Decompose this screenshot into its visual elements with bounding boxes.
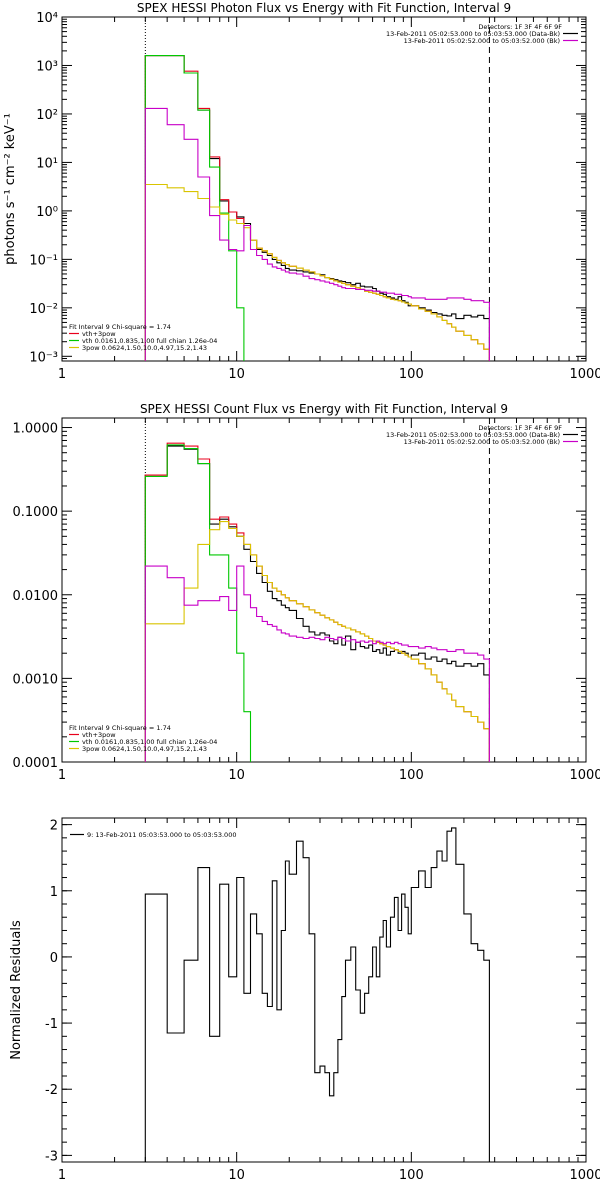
plot-0-xtick-label: 100 xyxy=(399,367,424,382)
plot-2-xtick-label: 1000 xyxy=(569,1168,600,1183)
plot-1-xtick-label: 100 xyxy=(399,768,424,783)
plot-2-legend-top-label: 9: 13-Feb-2011 05:03:53.000 to 05:03:53.… xyxy=(87,831,236,839)
plot-1-title: SPEX HESSI Count Flux vs Energy with Fit… xyxy=(140,402,508,416)
plot-0-xtick-label: 1000 xyxy=(569,367,600,382)
plot-0-title: SPEX HESSI Photon Flux vs Energy with Fi… xyxy=(137,1,511,15)
plot-0-series-3 xyxy=(144,183,490,361)
plot-1-legend-bottom-header: Fit Interval 9 Chi-square = 1.74 xyxy=(69,724,171,732)
plot-1-series-4 xyxy=(144,565,490,762)
plot-0-ytick-label: 10⁴ xyxy=(36,11,58,26)
plot-1-ytick-label: 0.0001 xyxy=(13,756,59,771)
plot-1-xtick-label: 10 xyxy=(228,768,245,783)
plot-2-frame xyxy=(61,817,587,1163)
plot-0-series-4 xyxy=(144,107,490,361)
plot-0-ytick-label: 10⁻² xyxy=(29,302,58,317)
plot-2-xtick-label: 1 xyxy=(58,1168,66,1183)
plot-0-legend-bottom-label: vth+3pow xyxy=(82,330,116,338)
plot-1-ytick-label: 0.0010 xyxy=(13,672,59,687)
plot-0-xtick-label: 10 xyxy=(228,367,245,382)
plot-1-series-1 xyxy=(144,442,490,762)
plot-2-ylabel: Normalized Residuals xyxy=(9,920,24,1060)
plot-0-legend-bottom-header: Fit Interval 9 Chi-square = 1.74 xyxy=(69,323,171,331)
plot-2-ytick-label: -3 xyxy=(45,1149,58,1164)
plot-1-series-2 xyxy=(144,444,258,762)
plot-2-xtick-label: 10 xyxy=(228,1168,245,1183)
plot-1-legend-bottom-label: 3pow 0.0624,1.50,10.0,4.97,15.2,1.43 xyxy=(82,745,207,753)
plot-2-series-0 xyxy=(144,827,490,1162)
plot-0-ytick-label: 10⁰ xyxy=(36,205,58,220)
plot-0-ytick-label: 10² xyxy=(36,108,58,123)
plot-0-ytick-label: 10⁻¹ xyxy=(29,253,58,268)
plot-0-legend-top-label: 13-Feb-2011 05:02:52.000 to 05:03:52.000… xyxy=(404,37,560,45)
plot-0-xtick-label: 1 xyxy=(58,367,66,382)
plot-0-ylabel: photons s⁻¹ cm⁻² keV⁻¹ xyxy=(3,113,18,265)
plot-1-series-0 xyxy=(144,445,490,762)
plot-2-ytick-label: -2 xyxy=(45,1083,58,1098)
plot-0-legend-bottom-label: vth 0.0161,0.835,1.00 full chian 1.26e-0… xyxy=(82,337,217,345)
plot-2-ytick-label: 0 xyxy=(50,951,58,966)
plot-1-legend-bottom-label: vth 0.0161,0.835,1.00 full chian 1.26e-0… xyxy=(82,738,217,746)
plot-0-frame xyxy=(61,16,587,362)
plot-1-legend-top-label: 13-Feb-2011 05:02:53.000 to 05:03:53.000… xyxy=(386,431,560,439)
plot-0-ytick-label: 10¹ xyxy=(36,156,58,171)
plot-1-series-3 xyxy=(144,521,490,762)
plot-1-frame xyxy=(61,417,587,763)
plot-0-series-2 xyxy=(144,55,252,361)
plot-0-series-0 xyxy=(144,55,490,361)
plot-1-ytick-label: 0.0100 xyxy=(13,589,59,604)
plot-1-ytick-label: 0.1000 xyxy=(13,505,59,520)
plot-0-legend-top-label: 13-Feb-2011 05:02:53.000 to 05:03:53.000… xyxy=(386,30,560,38)
plot-2-ytick-label: 1 xyxy=(50,885,58,900)
plot-2-xtick-label: 100 xyxy=(399,1168,424,1183)
plot-1-ytick-label: 1.0000 xyxy=(13,422,59,437)
plot-0-legend-bottom-label: 3pow 0.0624,1.50,10.0,4.97,15.2,1.43 xyxy=(82,344,207,352)
plot-0-series-1 xyxy=(144,55,490,361)
plot-2-ytick-label: -1 xyxy=(45,1017,58,1032)
plot-0-ytick-label: 10⁻³ xyxy=(29,350,58,365)
plot-1-xtick-label: 1000 xyxy=(569,768,600,783)
plot-1-legend-bottom-label: vth+3pow xyxy=(82,731,116,739)
plot-1-legend-top-label: 13-Feb-2011 05:02:52.000 to 05:03:52.000… xyxy=(404,438,560,446)
plot-1-legend-top-header: Detectors: 1F 3F 4F 6F 9F xyxy=(478,424,562,432)
plot-0-legend-top-header: Detectors: 1F 3F 4F 6F 9F xyxy=(478,23,562,31)
plot-1-xtick-label: 1 xyxy=(58,768,66,783)
plot-0-ytick-label: 10³ xyxy=(36,59,58,74)
plot-2-ytick-label: 2 xyxy=(50,819,58,834)
